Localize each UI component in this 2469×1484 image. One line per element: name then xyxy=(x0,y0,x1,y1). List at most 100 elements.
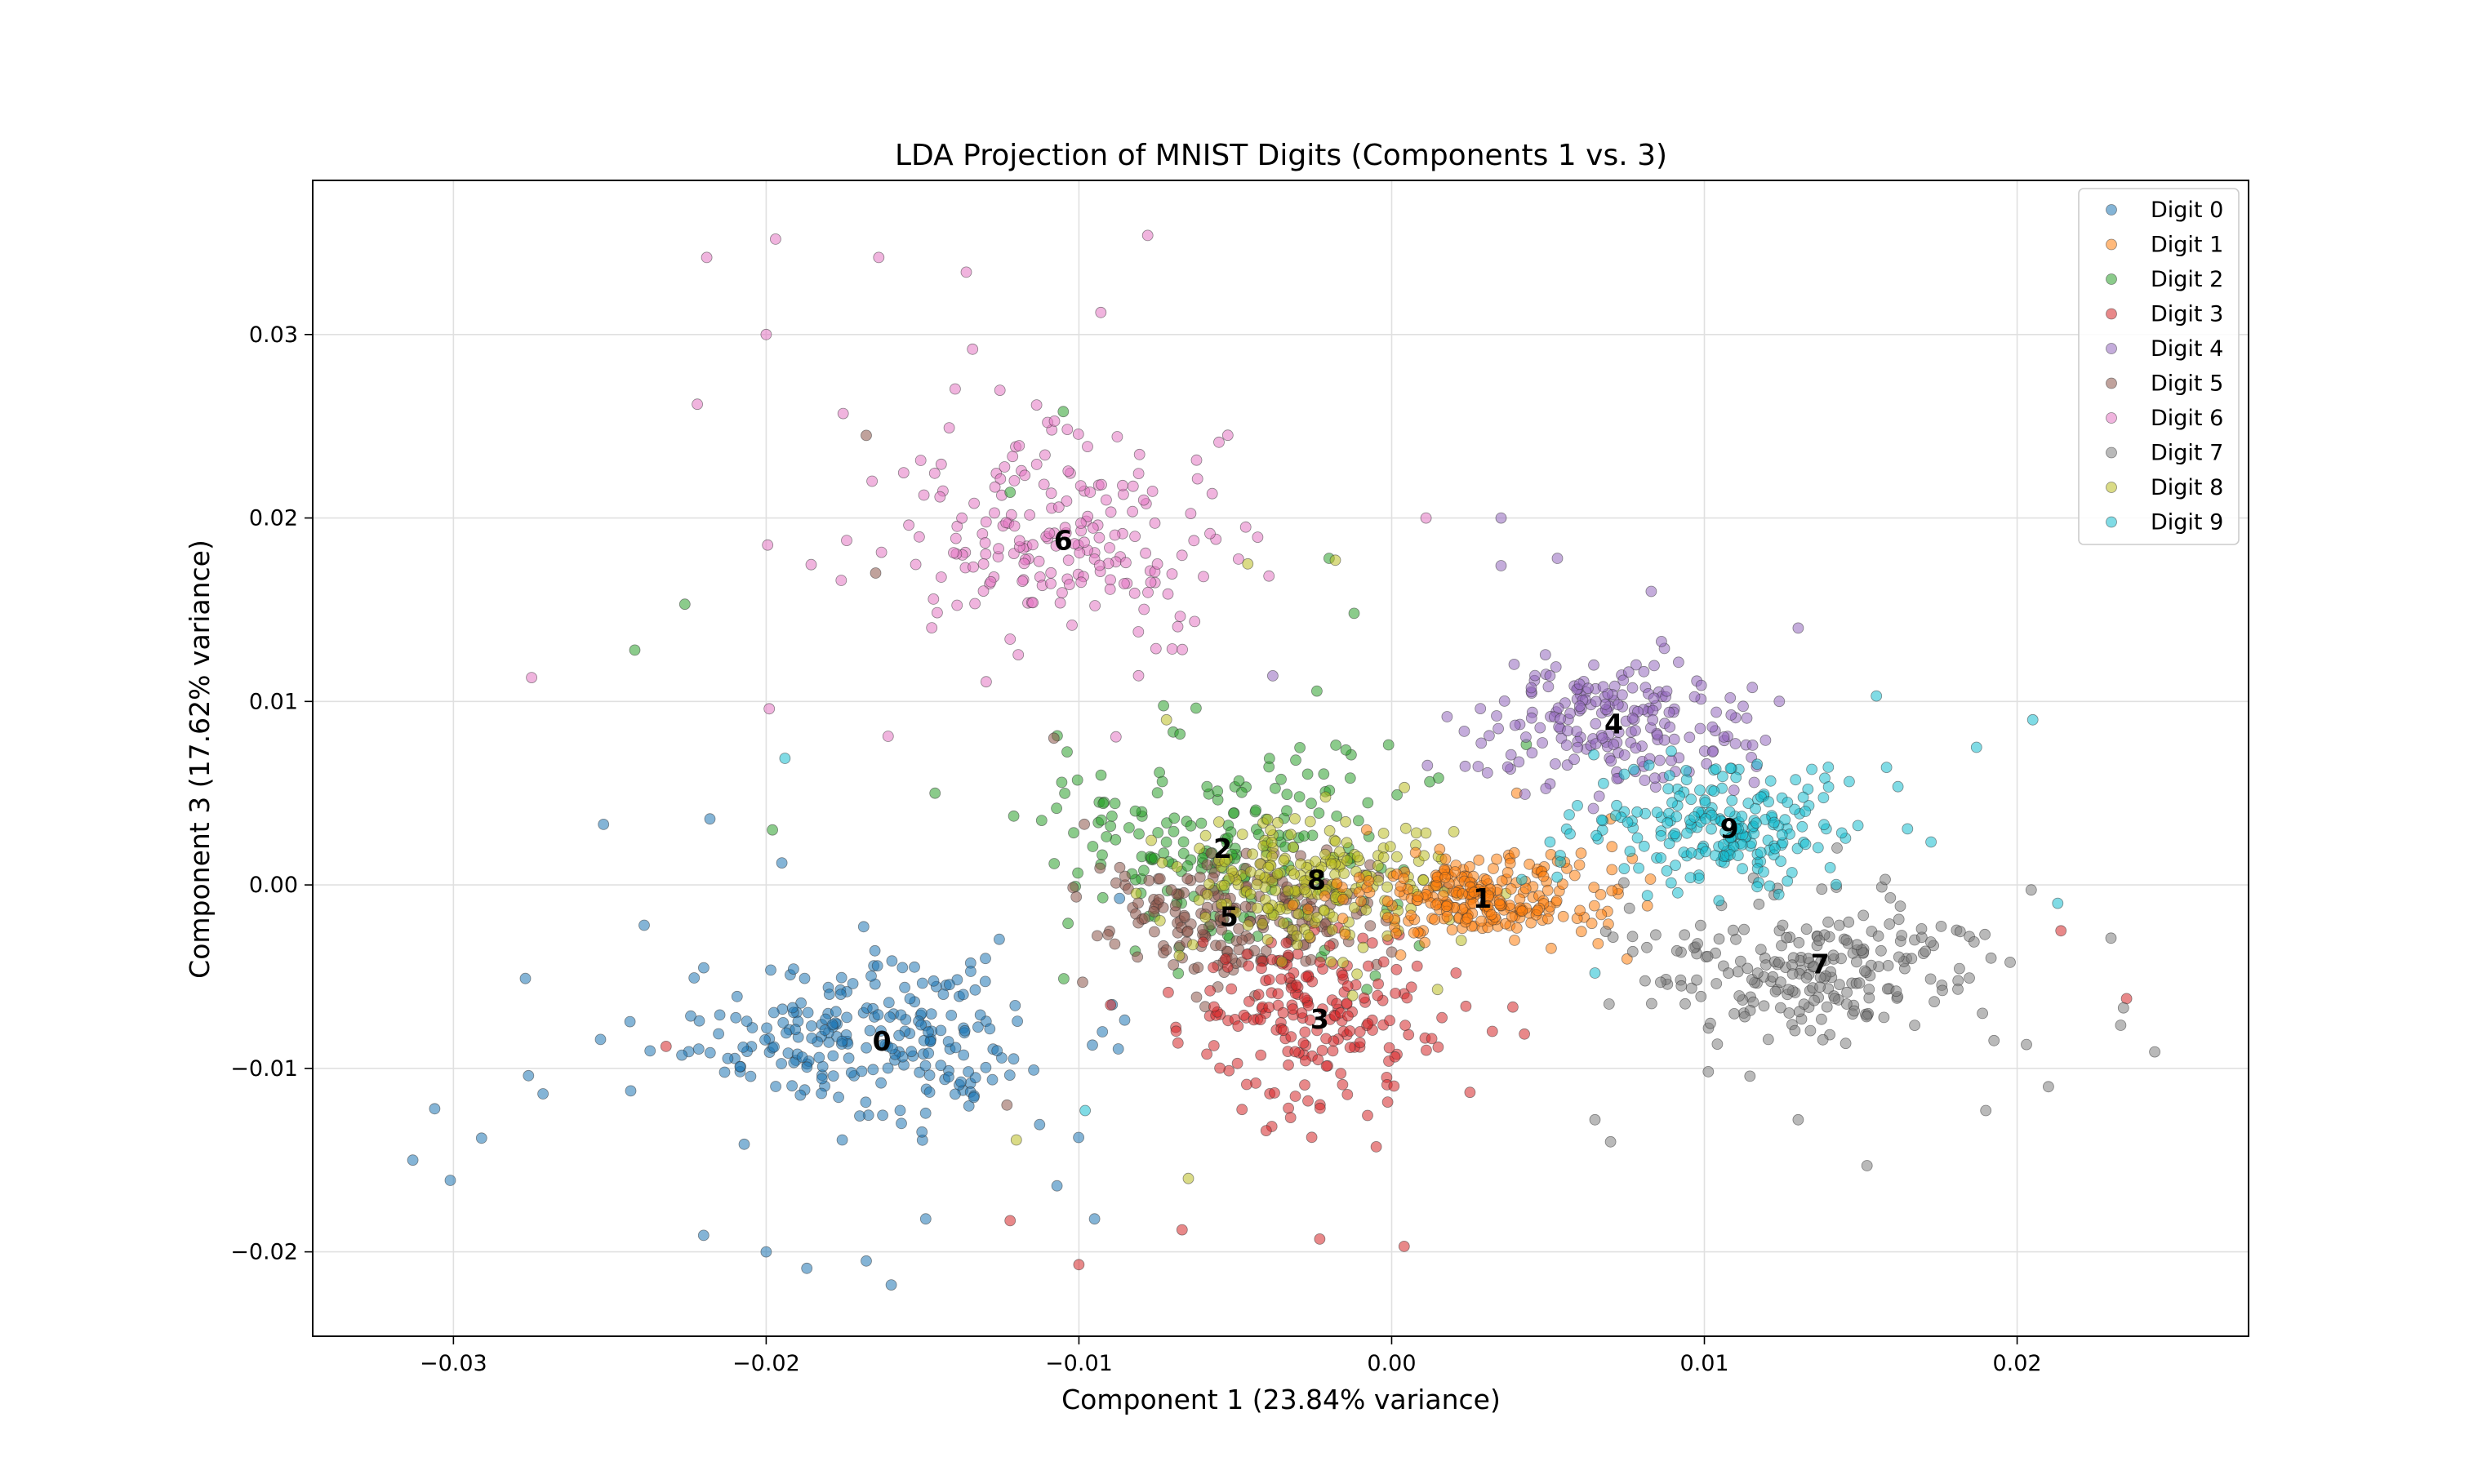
scatter-point xyxy=(1306,798,1317,809)
scatter-point xyxy=(1893,951,1905,963)
scatter-point xyxy=(1288,842,1299,853)
scatter-point xyxy=(1263,974,1275,985)
scatter-point xyxy=(959,1024,971,1037)
scatter-point xyxy=(475,1132,487,1144)
scatter-point xyxy=(1288,869,1300,880)
scatter-point xyxy=(945,1010,958,1021)
scatter-point xyxy=(802,1006,814,1019)
scatter-point xyxy=(935,458,947,470)
scatter-point xyxy=(914,531,925,543)
scatter-point xyxy=(799,972,811,984)
scatter-point xyxy=(1247,848,1258,860)
scatter-point xyxy=(713,1028,724,1040)
scatter-point xyxy=(1146,486,1159,497)
scatter-point xyxy=(1138,864,1150,877)
scatter-point xyxy=(1027,539,1039,551)
scatter-point xyxy=(1953,962,1965,975)
scatter-point xyxy=(1013,535,1025,547)
scatter-point xyxy=(1648,692,1660,704)
scatter-point xyxy=(1985,952,1997,964)
scatter-point xyxy=(1525,682,1537,694)
scatter-point xyxy=(1068,827,1079,839)
scatter-point xyxy=(1650,929,1662,941)
cluster-label-0: 0 xyxy=(873,1025,892,1057)
scatter-point xyxy=(1606,864,1618,876)
scatter-point xyxy=(1302,1095,1314,1107)
scatter-point xyxy=(2055,925,2067,937)
scatter-point xyxy=(1301,971,1312,983)
scatter-point xyxy=(1132,897,1144,909)
scatter-point xyxy=(1323,824,1336,837)
scatter-point xyxy=(1727,924,1739,936)
scatter-point xyxy=(1154,915,1166,926)
scatter-point xyxy=(1328,911,1339,923)
scatter-point xyxy=(1012,1015,1023,1027)
scatter-point xyxy=(1679,929,1691,941)
scatter-point xyxy=(823,989,835,1000)
scatter-point xyxy=(1283,1059,1294,1071)
scatter-point xyxy=(1272,988,1284,1000)
scatter-point xyxy=(1109,529,1121,541)
scatter-point xyxy=(1399,1020,1411,1031)
scatter-point xyxy=(1304,1014,1316,1026)
scatter-point xyxy=(1724,806,1736,818)
scatter-point xyxy=(1082,441,1093,452)
scatter-point xyxy=(977,558,990,570)
scatter-point xyxy=(1830,878,1842,891)
scatter-point xyxy=(915,1019,927,1031)
scatter-point xyxy=(1250,804,1261,816)
scatter-point xyxy=(1316,1003,1328,1015)
scatter-point xyxy=(1421,759,1434,771)
scatter-point xyxy=(1185,508,1197,519)
scatter-point xyxy=(1072,429,1084,440)
scatter-point xyxy=(1017,575,1029,587)
scatter-point xyxy=(886,955,898,967)
scatter-point xyxy=(1685,847,1697,859)
scatter-point xyxy=(910,558,922,571)
y-tick-label: −0.01 xyxy=(230,1056,298,1082)
scatter-point xyxy=(1768,842,1781,855)
scatter-point xyxy=(1783,1007,1795,1019)
scatter-point xyxy=(1239,900,1252,913)
scatter-point xyxy=(1314,1102,1326,1114)
scatter-point xyxy=(1641,890,1653,901)
scatter-point xyxy=(1744,1070,1756,1082)
scatter-point xyxy=(1604,1135,1617,1148)
scatter-point xyxy=(1073,1259,1085,1271)
scatter-point xyxy=(866,475,878,487)
scatter-point xyxy=(841,1011,852,1024)
scatter-point xyxy=(1410,827,1422,839)
scatter-point xyxy=(1094,862,1106,874)
scatter-point xyxy=(767,824,778,836)
scatter-point xyxy=(731,990,743,1002)
scatter-point xyxy=(1661,865,1673,877)
scatter-point xyxy=(1468,886,1480,899)
scatter-point xyxy=(1893,913,1905,926)
scatter-point xyxy=(1398,1241,1410,1252)
scatter-point xyxy=(980,516,992,528)
scatter-point xyxy=(1669,828,1681,840)
scatter-point xyxy=(1384,1015,1395,1027)
scatter-point xyxy=(1312,1054,1324,1066)
scatter-point xyxy=(1267,670,1279,682)
scatter-point xyxy=(1301,768,1314,780)
scatter-point xyxy=(1730,823,1742,835)
scatter-point xyxy=(1782,875,1794,887)
scatter-point xyxy=(1557,910,1569,922)
scatter-point xyxy=(928,593,940,605)
scatter-point xyxy=(1339,928,1351,940)
cluster-label-8: 8 xyxy=(1307,864,1326,895)
scatter-point xyxy=(1655,976,1666,989)
scatter-point xyxy=(714,1009,726,1021)
scatter-point xyxy=(1277,1024,1289,1037)
scatter-point xyxy=(1176,549,1188,562)
scatter-point xyxy=(979,975,991,988)
scatter-point xyxy=(1232,1020,1244,1032)
scatter-point xyxy=(861,429,872,442)
scatter-point xyxy=(1039,449,1051,461)
scatter-point xyxy=(916,1126,928,1138)
scatter-point xyxy=(1215,940,1227,952)
scatter-point xyxy=(2021,1038,2032,1051)
scatter-point xyxy=(704,813,716,825)
scatter-point xyxy=(1088,1213,1101,1225)
